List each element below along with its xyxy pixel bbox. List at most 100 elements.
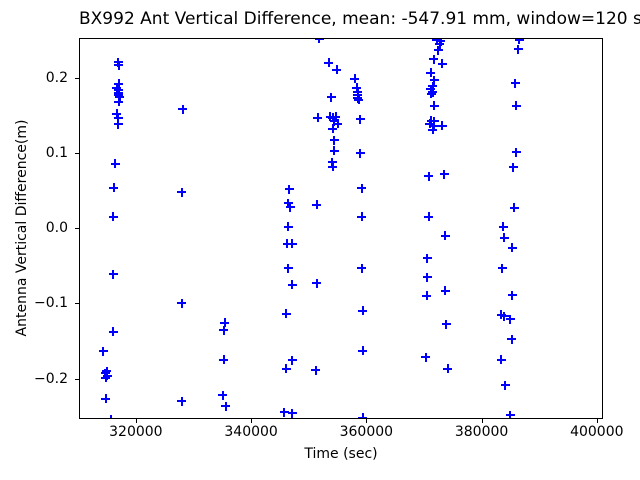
data-point-marker (509, 203, 519, 213)
data-point-marker (332, 65, 342, 75)
data-point-marker (114, 79, 124, 89)
data-point-marker (436, 39, 446, 46)
data-point-marker (429, 121, 439, 131)
data-point-marker (507, 334, 517, 344)
data-point-marker (329, 146, 339, 156)
x-tick-label: 360000 (339, 424, 394, 440)
data-point-marker (511, 147, 521, 157)
x-tick (251, 419, 253, 423)
data-point-marker (435, 39, 445, 49)
data-point-marker (505, 410, 515, 418)
y-tick-label: 0.2 (45, 69, 68, 86)
data-point-marker (112, 109, 122, 119)
x-tick (596, 419, 598, 423)
data-point-marker (358, 346, 368, 356)
data-point-marker (109, 183, 119, 193)
data-point-marker (437, 121, 447, 131)
data-point-marker (507, 243, 517, 253)
data-point-marker (220, 318, 230, 328)
data-point-marker (178, 104, 188, 114)
data-point-marker (102, 371, 112, 381)
data-point-marker (329, 135, 339, 145)
data-point-marker (287, 355, 297, 365)
data-point-marker (496, 310, 506, 320)
data-point-marker (314, 39, 324, 44)
x-tick (135, 419, 137, 423)
data-point-marker (312, 200, 322, 210)
data-point-marker (507, 290, 517, 300)
data-point-marker (440, 231, 450, 241)
x-tick-label: 320000 (109, 424, 163, 440)
data-point-marker (281, 309, 291, 319)
data-point-marker (112, 83, 122, 93)
y-tick (75, 303, 79, 305)
data-point-marker (283, 222, 293, 232)
y-tick-label: −0.2 (34, 370, 68, 387)
x-tick-label: 380000 (454, 424, 509, 440)
data-point-marker (510, 78, 520, 88)
data-point-marker (110, 159, 120, 169)
data-point-marker (312, 278, 322, 288)
data-point-marker (287, 280, 297, 290)
data-point-marker (440, 286, 450, 296)
data-point-marker (428, 125, 438, 135)
data-point-marker (511, 101, 521, 111)
data-point-marker (98, 346, 108, 356)
data-point-marker (328, 162, 338, 172)
data-point-marker (421, 352, 431, 362)
x-tick-label: 340000 (224, 424, 278, 440)
y-tick-label: 0.0 (45, 220, 68, 237)
data-point-marker (108, 327, 118, 337)
data-point-marker (513, 44, 523, 54)
data-point-marker (428, 87, 438, 97)
data-point-marker (422, 253, 432, 263)
data-point-marker (114, 97, 124, 107)
y-tick (75, 77, 79, 79)
data-point-marker (285, 202, 295, 212)
data-point-marker (101, 394, 111, 404)
data-point-marker (437, 59, 447, 69)
y-tick-label: 0.1 (45, 145, 68, 162)
data-point-marker (357, 183, 367, 193)
data-point-marker (287, 239, 297, 249)
y-axis-label: Antenna Vertical Difference(m) (14, 119, 30, 337)
data-point-marker (333, 119, 343, 129)
data-point-marker (508, 162, 518, 172)
data-point-marker (113, 119, 123, 129)
data-point-marker (429, 75, 439, 85)
data-point-marker (311, 365, 321, 375)
data-point-marker (283, 263, 293, 273)
data-point-marker (354, 95, 364, 105)
data-point-marker (500, 380, 510, 390)
data-point-marker (429, 54, 439, 64)
data-point-marker (429, 116, 439, 126)
data-point-marker (329, 116, 339, 126)
data-point-marker (221, 401, 231, 411)
data-point-marker (441, 319, 451, 329)
data-point-marker (115, 92, 125, 102)
data-point-marker (498, 222, 508, 232)
data-point-marker (219, 355, 229, 365)
data-point-marker (219, 325, 229, 335)
y-tick-label: −0.1 (34, 295, 68, 312)
data-point-marker (505, 314, 515, 324)
x-tick-label: 400000 (570, 424, 624, 440)
y-tick (75, 153, 79, 155)
data-point-marker (108, 269, 118, 279)
data-point-marker (424, 171, 434, 181)
data-point-marker (443, 364, 453, 374)
data-point-marker (357, 263, 367, 273)
data-point-marker (326, 92, 336, 102)
data-point-marker (282, 239, 292, 249)
data-point-marker (439, 169, 449, 179)
data-point-marker (101, 373, 111, 383)
data-point-marker (499, 311, 509, 321)
data-point-marker (177, 187, 187, 197)
data-point-marker (328, 124, 338, 134)
data-point-marker (108, 212, 118, 222)
data-point-marker (424, 212, 434, 222)
data-point-marker (281, 364, 291, 374)
data-point-marker (429, 101, 439, 111)
data-point-marker (114, 60, 124, 70)
